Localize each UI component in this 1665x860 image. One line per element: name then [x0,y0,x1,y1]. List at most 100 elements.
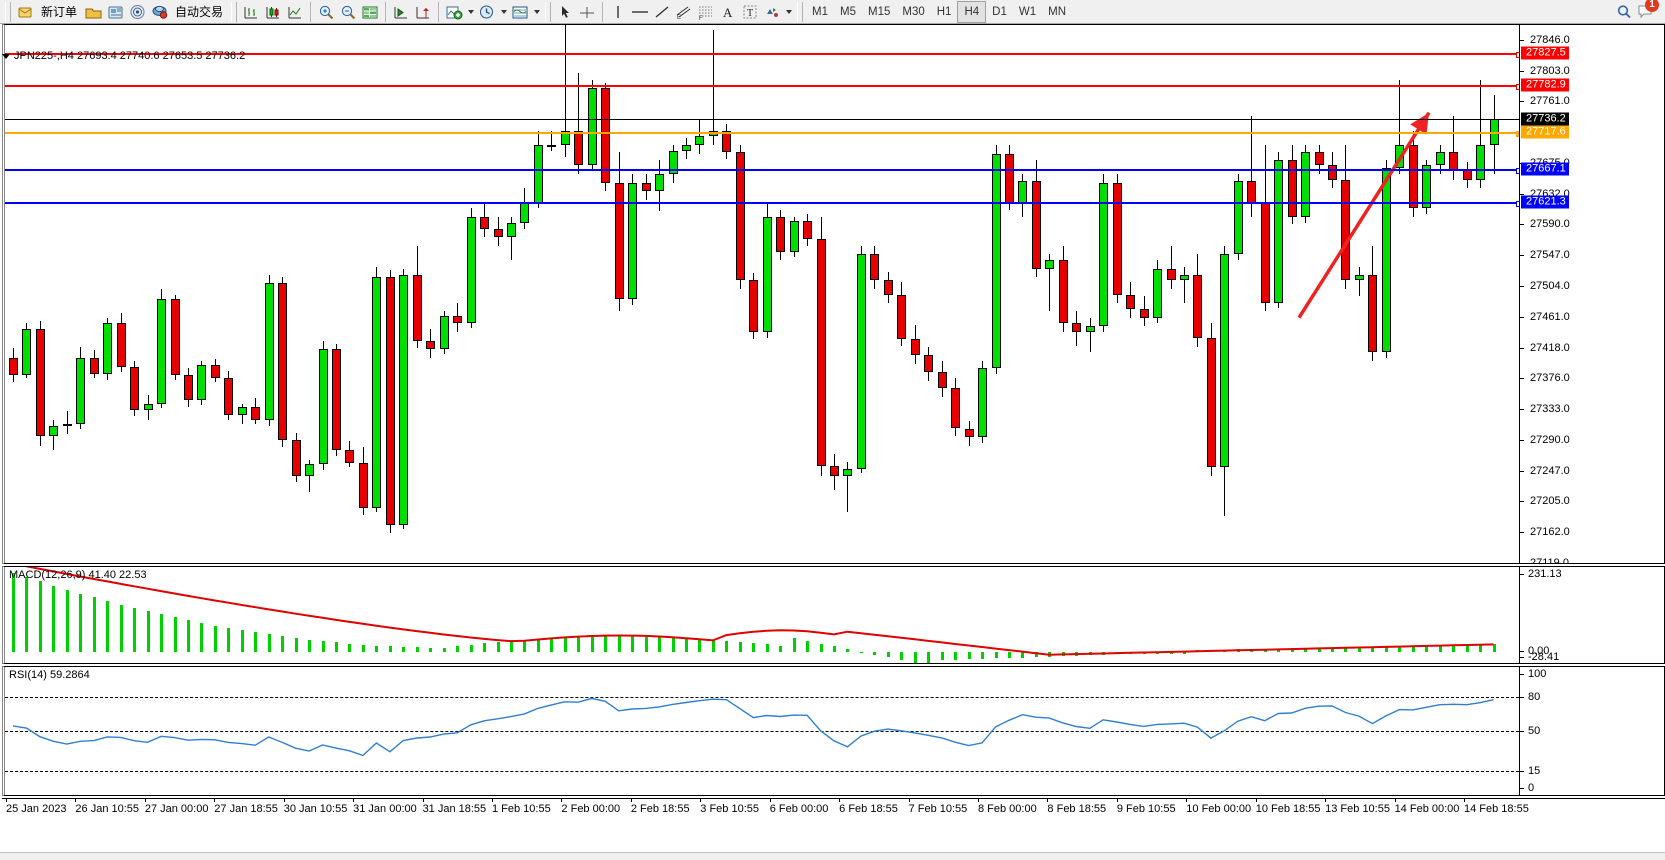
timeframe-d1[interactable]: D1 [992,5,1007,18]
vertical-line-icon[interactable] [607,1,629,23]
level-handle[interactable] [1516,52,1519,59]
price-axis[interactable]: 27846.027803.027761.027675.027632.027590… [1519,25,1664,563]
toolbar-separator-4 [602,1,604,22]
timeframe-h1[interactable]: H1 [936,5,952,18]
expert-advisor-icon[interactable] [148,1,170,23]
candle-body [1274,159,1284,304]
candle-body [170,299,180,376]
candle-body [264,283,274,420]
macd-histogram-bar [308,639,312,653]
macd-histogram-bar [644,636,648,653]
periods-dropdown[interactable] [498,1,509,23]
data-window-icon[interactable] [359,1,381,23]
candle-body [183,375,193,401]
horizontal-line-icon[interactable] [629,1,651,23]
chart-shift-icon[interactable] [412,1,434,23]
candlestick [1085,25,1095,563]
candlestick [49,25,59,563]
autotrade-button[interactable]: 自动交易 [175,5,224,19]
candle-body [560,130,570,146]
macd-pane[interactable]: MACD(12,26,9) 41.40 22.53 231.13 0.00 -28.… [2,566,1665,664]
price-level-line-support[interactable] [5,200,1519,207]
candlestick [318,25,328,563]
price-level-line-entry[interactable] [5,131,1519,138]
cursor-icon[interactable] [554,1,576,23]
level-handle[interactable] [1516,84,1519,91]
new-order-button[interactable]: 新订单 [41,5,78,19]
price-tick: 27547.0 [1520,249,1664,261]
price-chip-resistance[interactable]: 27782.9 [1521,78,1569,92]
text-label-icon[interactable]: T [739,1,761,23]
autoscroll-icon[interactable] [390,1,412,23]
alerts-badge: 1 [1645,0,1659,12]
macd-histogram-bar [859,651,863,654]
timeframe-w1[interactable]: W1 [1018,5,1037,18]
macd-plot-area[interactable] [5,567,1519,663]
add-indicator-dropdown[interactable] [465,1,476,23]
timeframe-h4[interactable]: H4 [957,0,987,23]
price-chart-pane[interactable]: 27846.027803.027761.027675.027632.027590… [2,24,1665,564]
candle-body [62,424,72,427]
price-level-line-support[interactable] [5,167,1519,174]
price-level-line-resistance[interactable] [5,52,1519,59]
price-chip-support[interactable]: 27667.1 [1521,162,1569,176]
timeframe-m5[interactable]: M5 [840,5,856,18]
candle-wick [309,460,311,492]
level-handle[interactable] [1516,200,1519,207]
add-indicator-icon[interactable] [443,1,465,23]
chart-collapse-icon[interactable] [2,53,10,59]
macd-histogram-bar [402,646,406,653]
time-label: 26 Jan 10:55 [75,798,140,815]
alerts-icon[interactable]: 1 [1635,0,1659,23]
zoom-in-icon[interactable] [315,1,337,23]
news-icon[interactable] [104,1,126,23]
timeframe-m1[interactable]: M1 [812,5,829,18]
equidistant-channel-icon[interactable]: E [673,1,695,23]
templates-dropdown[interactable] [531,1,542,23]
price-level-line-resistance[interactable] [5,84,1519,91]
macd-signal-line [24,567,1494,656]
time-axis[interactable]: 25 Jan 2023 26 Jan 10:55 27 Jan 00:00 27 Ja… [2,798,1665,836]
toolbar-grip-3[interactable] [545,1,552,22]
zoom-out-icon[interactable] [337,1,359,23]
folder-icon[interactable] [82,1,104,23]
toolbar-grip[interactable] [5,1,11,22]
trendline-icon[interactable] [651,1,673,23]
price-chip-support[interactable]: 27621.3 [1521,195,1569,209]
price-level-line-last[interactable] [5,119,1519,121]
candle-body [1193,274,1203,338]
rsi-pane[interactable]: RSI(14) 59.2864 100 80 50 15 0 [2,666,1665,796]
rsi-plot-area[interactable] [5,667,1519,795]
periods-clock-icon[interactable] [476,1,498,23]
candlestick-chart-icon[interactable] [262,1,284,23]
price-plot-area[interactable] [5,25,1519,563]
macd-histogram-bar [779,645,783,653]
level-handle[interactable] [1516,167,1519,174]
templates-icon[interactable] [509,1,531,23]
crosshair-icon[interactable] [576,1,598,23]
bar-chart-icon[interactable] [240,1,262,23]
shapes-icon[interactable] [761,1,783,23]
price-tick: 27504.0 [1520,280,1664,292]
price-chip-entry[interactable]: 27717.6 [1521,125,1569,139]
text-icon[interactable]: A [717,1,739,23]
fibonacci-icon[interactable]: F [695,1,717,23]
line-chart-icon[interactable] [284,1,306,23]
candlestick [547,25,557,563]
price-chip-resistance[interactable]: 27827.5 [1521,46,1569,60]
toolbar-grip-2[interactable] [231,1,238,22]
price-chip-last-price[interactable]: 27736.2 [1521,112,1569,126]
signal-icon[interactable] [126,1,148,23]
timeframe-mn[interactable]: MN [1048,5,1066,18]
candle-body [1005,153,1014,203]
toolbar-grip-4[interactable] [797,1,804,22]
candlestick [1462,25,1472,563]
level-handle[interactable] [1516,131,1519,138]
candle-body [870,254,880,281]
search-icon[interactable] [1613,1,1635,23]
candlestick [224,25,234,563]
timeframe-m15[interactable]: M15 [868,5,891,18]
timeframe-m30[interactable]: M30 [902,5,925,18]
new-order-icon[interactable] [14,1,36,23]
shapes-dropdown[interactable] [783,1,794,23]
